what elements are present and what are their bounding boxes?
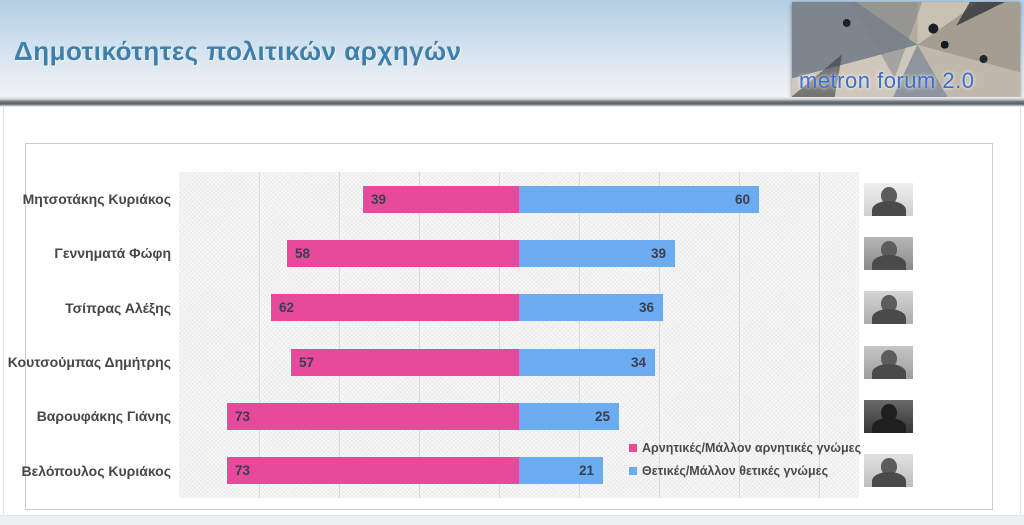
bar-value-negative: 39 xyxy=(371,191,387,207)
photo-head-silhouette-icon xyxy=(880,295,897,313)
vertical-gridline xyxy=(659,172,660,498)
vertical-gridline xyxy=(739,172,740,498)
bar-value-positive: 39 xyxy=(650,246,666,261)
vertical-gridline xyxy=(499,172,500,498)
bar-positive: 36 xyxy=(519,294,663,322)
page-title: Δημοτικότητες πολιτικών αρχηγών xyxy=(14,36,462,66)
photo-shoulders-silhouette-icon xyxy=(871,309,906,325)
category-label: Γεννηματά Φώφη xyxy=(54,245,171,262)
photo-head-silhouette-icon xyxy=(880,349,897,367)
legend-item-positive: Θετικές/Μάλλον θετικές γνώμες xyxy=(629,464,861,478)
header-divider xyxy=(0,97,1024,107)
page-bottom-strip xyxy=(0,515,1024,525)
plot-area: 39 60 58 39 62 36 57 34 73 25 73 21 xyxy=(179,172,859,498)
photo-head-silhouette-icon xyxy=(880,458,897,476)
panel-border-left xyxy=(3,107,4,515)
logo-text: metron forum 2.0 xyxy=(799,68,975,93)
politician-photo xyxy=(864,454,913,488)
photo-head-silhouette-icon xyxy=(880,404,897,421)
bar-negative: 73 xyxy=(227,403,519,430)
bar-positive: 25 xyxy=(519,403,619,430)
legend-item-negative: Αρνητικές/Μάλλον αρνητικές γνώμες xyxy=(629,441,861,455)
page-header: Δημοτικότητες πολιτικών αρχηγών metron f… xyxy=(0,0,1024,97)
negative-series-marker-icon xyxy=(629,444,637,452)
bar-value-negative: 57 xyxy=(299,354,315,370)
photo-shoulders-silhouette-icon xyxy=(871,255,906,270)
politician-photo xyxy=(864,345,913,379)
photo-shoulders-silhouette-icon xyxy=(871,200,906,216)
category-label: Τσίπρας Αλέξης xyxy=(65,299,171,316)
category-label: Κουτσούμπας Δημήτρης xyxy=(7,354,171,371)
bar-negative: 39 xyxy=(363,185,519,213)
photo-head-silhouette-icon xyxy=(880,186,897,204)
politician-photo xyxy=(864,182,913,216)
bar-value-negative: 73 xyxy=(235,409,251,424)
bar-positive: 34 xyxy=(519,348,655,376)
bar-value-positive: 60 xyxy=(734,191,750,207)
bar-positive: 60 xyxy=(519,185,759,213)
bar-negative: 58 xyxy=(287,240,519,267)
photo-head-silhouette-icon xyxy=(880,241,897,258)
bar-value-positive: 21 xyxy=(578,463,594,479)
politician-photo xyxy=(864,237,913,270)
bar-value-negative: 73 xyxy=(235,463,251,479)
vertical-gridline xyxy=(339,172,340,498)
photo-shoulders-silhouette-icon xyxy=(871,472,906,488)
legend-label-positive: Θετικές/Μάλλον θετικές γνώμες xyxy=(642,464,829,478)
positive-series-marker-icon xyxy=(629,467,637,475)
bar-negative: 57 xyxy=(291,348,519,376)
bar-negative: 73 xyxy=(227,457,519,485)
photo-shoulders-silhouette-icon xyxy=(871,363,906,379)
politician-photo xyxy=(864,291,913,325)
metron-forum-logo: metron forum 2.0 xyxy=(792,2,1020,97)
bar-value-positive: 36 xyxy=(638,300,654,316)
chart-card: 39 60 58 39 62 36 57 34 73 25 73 21 Μητσοτάκης Κυρι… xyxy=(7,143,993,510)
politician-photo xyxy=(864,400,913,433)
vertical-gridline xyxy=(579,172,580,498)
bar-value-negative: 58 xyxy=(295,246,311,261)
category-label: Βελόπουλος Κυριάκος xyxy=(21,462,172,479)
chart-legend: Αρνητικές/Μάλλον αρνητικές γνώμες Θετικέ… xyxy=(629,441,861,478)
bar-value-positive: 25 xyxy=(594,409,610,424)
bar-value-positive: 34 xyxy=(630,354,646,370)
bar-value-negative: 62 xyxy=(279,300,295,316)
bar-positive: 21 xyxy=(519,457,603,485)
legend-label-negative: Αρνητικές/Μάλλον αρνητικές γνώμες xyxy=(642,441,862,455)
bar-negative: 62 xyxy=(271,294,519,322)
vertical-gridline xyxy=(259,172,260,498)
panel-border-right xyxy=(1020,107,1021,515)
category-label: Βαρουφάκης Γιάνης xyxy=(36,408,171,425)
category-label: Μητσοτάκης Κυριάκος xyxy=(22,191,171,208)
photo-shoulders-silhouette-icon xyxy=(871,418,906,433)
bar-positive: 39 xyxy=(519,240,675,267)
vertical-gridline xyxy=(819,172,820,498)
vertical-gridline xyxy=(419,172,420,498)
